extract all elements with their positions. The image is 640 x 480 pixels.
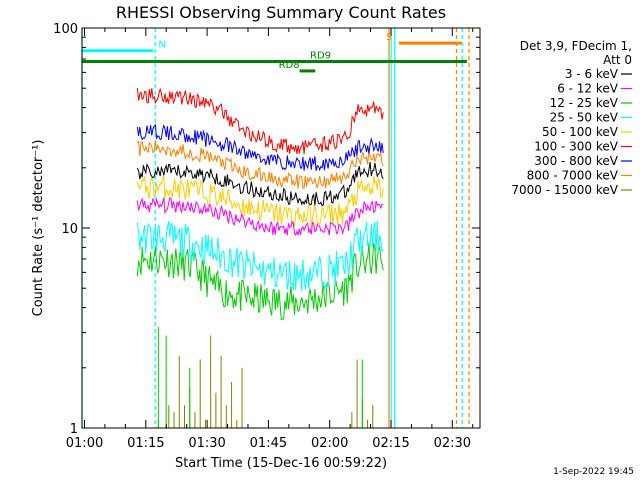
y-tick-label: 1 — [70, 422, 78, 437]
legend-label-7: 800 - 7000 keV — [527, 169, 619, 183]
y-tick-label: 100 — [53, 22, 78, 37]
marker-label-rd9: RD9 — [310, 50, 331, 61]
x-axis-label: Start Time (15-Dec-16 00:59:22) — [175, 456, 387, 471]
x-tick-label: 01:30 — [188, 436, 225, 451]
legend-label-8: 7000 - 15000 keV — [511, 183, 618, 197]
legend-label-0: 3 - 6 keV — [565, 67, 619, 81]
series-line-300-800-kev — [136, 123, 384, 172]
series-line-12-25-kev — [136, 242, 384, 321]
y-axis-label: Count Rate (s⁻¹ detector⁻¹) — [31, 140, 46, 317]
legend-label-4: 50 - 100 keV — [542, 125, 619, 139]
series-line-25-50-kev — [136, 220, 384, 292]
x-tick-label: 01:45 — [250, 436, 287, 451]
legend-label-3: 25 - 50 keV — [550, 111, 619, 125]
bar-markers: N S RD9 RD8 — [82, 32, 467, 73]
timestamp: 1-Sep-2022 19:45 — [553, 467, 634, 477]
x-tick-label: 01:00 — [66, 436, 103, 451]
marker-label-s: S — [386, 32, 392, 43]
legend-header-line2: Att 0 — [603, 53, 632, 67]
series-layer — [136, 87, 384, 428]
x-tick-label: 01:15 — [127, 436, 164, 451]
legend-label-1: 6 - 12 keV — [557, 82, 619, 96]
x-axis-ticks: 01:00 01:15 01:30 01:45 02:00 02:15 02:30 — [66, 28, 474, 451]
vertical-markers — [81, 28, 470, 428]
x-tick-label: 02:15 — [372, 436, 409, 451]
x-tick-label: 02:30 — [434, 436, 471, 451]
y-tick-label: 10 — [61, 222, 78, 237]
legend-header-line1: Det 3,9, FDecim 1, — [520, 39, 632, 53]
x-tick-label: 02:00 — [311, 436, 348, 451]
marker-label-n: N — [158, 40, 165, 51]
legend-label-6: 300 - 800 keV — [534, 154, 618, 168]
legend-label-2: 12 - 25 keV — [550, 96, 619, 110]
chart-title: RHESSI Observing Summary Count Rates — [116, 3, 446, 22]
y-axis-ticks: 1 10 100 — [53, 22, 480, 437]
series-line-3-6-kev — [136, 161, 384, 207]
series-line-50-100-kev — [136, 175, 384, 228]
series-line-100-300-kev — [136, 87, 384, 155]
marker-label-rd8: RD8 — [279, 60, 300, 71]
series-line-6-12-kev — [136, 197, 384, 237]
series-line-800-7000-kev — [137, 140, 384, 189]
legend-label-5: 100 - 300 keV — [534, 140, 618, 154]
